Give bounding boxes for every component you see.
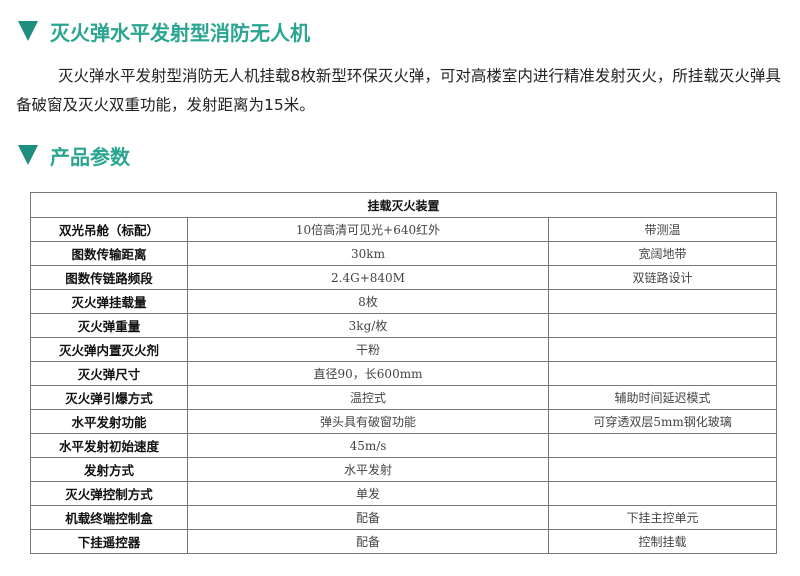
- params-heading: 产品参数: [50, 144, 130, 169]
- param-value: 8枚: [187, 289, 549, 314]
- param-name: 灭火弹挂载量: [30, 289, 188, 314]
- param-value: 配备: [187, 529, 549, 554]
- table-row: 双光吊舱（标配） 10倍高清可见光+640红外 带测温: [30, 217, 778, 242]
- param-value: 直径90，长600mm: [187, 361, 549, 386]
- param-name: 灭火弹尺寸: [30, 361, 188, 386]
- params-table: 挂载灭火装置 双光吊舱（标配） 10倍高清可见光+640红外 带测温 图数传输距离 30…: [29, 192, 778, 554]
- product-description: 灭火弹水平发射型消防无人机挂载8枚新型环保灭火弹，可对高楼室内进行精准发射灭火，…: [16, 67, 781, 114]
- param-note: [547, 361, 778, 386]
- table-row: 图数传链路频段 2.4G+840M 双链路设计: [30, 265, 778, 290]
- param-note: [547, 457, 778, 482]
- param-value: 弹头具有破窗功能: [187, 409, 549, 434]
- param-note: [547, 313, 778, 338]
- table-row: 灭火弹引爆方式 温控式 辅助时间延迟模式: [30, 385, 778, 410]
- section-heading-params: 产品参数: [18, 142, 130, 169]
- param-value: 3kg/枚: [187, 313, 549, 338]
- section-heading-product: 灭火弹水平发射型消防无人机: [18, 18, 310, 45]
- param-value: 干粉: [187, 337, 549, 362]
- param-note: [547, 289, 778, 314]
- param-value: 30km: [187, 241, 549, 266]
- table-row: 水平发射功能 弹头具有破窗功能 可穿透双层5mm钢化玻璃: [30, 409, 778, 434]
- param-note: 宽阔地带: [547, 241, 778, 266]
- table-row: 灭火弹尺寸 直径90，长600mm: [30, 361, 778, 386]
- param-name: 双光吊舱（标配）: [30, 217, 188, 242]
- param-name: 灭火弹重量: [30, 313, 188, 338]
- param-value: 配备: [187, 505, 549, 530]
- param-name: 水平发射功能: [30, 409, 188, 434]
- param-note: [547, 337, 778, 362]
- table-header: 挂载灭火装置: [29, 192, 778, 218]
- param-name: 灭火弹引爆方式: [30, 385, 188, 410]
- param-note: 下挂主控单元: [547, 505, 778, 530]
- param-name: 图数传链路频段: [30, 265, 188, 290]
- param-value: 单发: [187, 481, 549, 506]
- table-row: 灭火弹控制方式 单发: [30, 481, 778, 506]
- table-row: 灭火弹挂载量 8枚: [30, 289, 778, 314]
- param-name: 下挂遥控器: [30, 529, 188, 554]
- triangle-bullet-icon: [18, 21, 38, 41]
- param-name: 图数传输距离: [30, 241, 188, 266]
- table-header-row: 挂载灭火装置: [29, 192, 778, 218]
- param-name: 灭火弹控制方式: [30, 481, 188, 506]
- param-name: 灭火弹内置灭火剂: [30, 337, 188, 362]
- param-value: 10倍高清可见光+640红外: [187, 217, 549, 242]
- param-note: 可穿透双层5mm钢化玻璃: [547, 409, 778, 434]
- param-note: [547, 481, 778, 506]
- param-name: 机载终端控制盒: [30, 505, 188, 530]
- param-note: 辅助时间延迟模式: [547, 385, 778, 410]
- page-title: 灭火弹水平发射型消防无人机: [50, 20, 310, 45]
- table-row: 灭火弹重量 3kg/枚: [30, 313, 778, 338]
- triangle-bullet-icon: [18, 145, 38, 165]
- table-row: 水平发射初始速度 45m/s: [30, 433, 778, 458]
- param-value: 45m/s: [187, 433, 549, 458]
- param-note: 双链路设计: [547, 265, 778, 290]
- table-row: 灭火弹内置灭火剂 干粉: [30, 337, 778, 362]
- param-note: [547, 433, 778, 458]
- table-row: 图数传输距离 30km 宽阔地带: [30, 241, 778, 266]
- table-row: 机载终端控制盒 配备 下挂主控单元: [30, 505, 778, 530]
- table-row: 下挂遥控器 配备 控制挂载: [30, 529, 778, 554]
- param-name: 发射方式: [30, 457, 188, 482]
- param-note: 控制挂载: [547, 529, 778, 554]
- param-value: 2.4G+840M: [187, 265, 549, 290]
- param-name: 水平发射初始速度: [30, 433, 188, 458]
- param-note: 带测温: [547, 217, 778, 242]
- param-value: 温控式: [187, 385, 549, 410]
- param-value: 水平发射: [187, 457, 549, 482]
- table-row: 发射方式 水平发射: [30, 457, 778, 482]
